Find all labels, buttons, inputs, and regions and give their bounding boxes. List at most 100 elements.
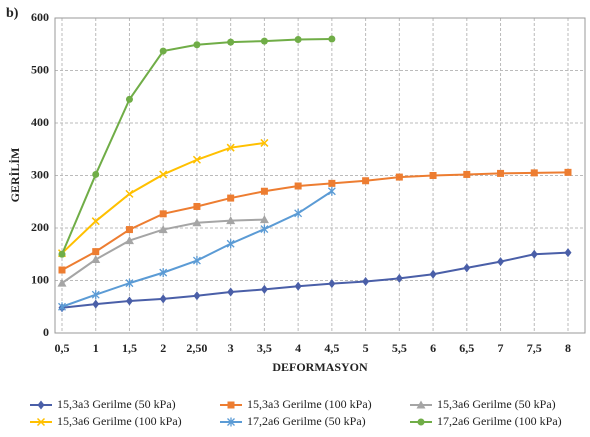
- y-tick-label: 500: [31, 62, 49, 76]
- y-tick-label: 0: [43, 325, 49, 339]
- x-axis-label: DEFORMASYON: [272, 360, 368, 374]
- y-tick-label: 600: [31, 10, 49, 24]
- marker: [260, 187, 268, 195]
- x-tick-label: 4,5: [324, 341, 339, 355]
- marker: [58, 302, 66, 312]
- x-tick-label: 3,5: [257, 341, 272, 355]
- marker: [192, 155, 201, 164]
- marker: [227, 401, 235, 409]
- marker: [294, 182, 302, 190]
- marker: [417, 418, 425, 426]
- marker: [260, 37, 268, 45]
- marker: [226, 216, 236, 225]
- marker: [125, 226, 133, 234]
- y-axis-label: GERİLİM: [8, 148, 22, 203]
- x-tick-label: 6: [430, 341, 436, 355]
- marker: [260, 224, 269, 234]
- marker: [362, 177, 370, 185]
- marker: [227, 287, 235, 297]
- marker: [416, 400, 426, 409]
- marker: [92, 299, 100, 309]
- marker: [294, 36, 302, 44]
- legend-label: 17,2a6 Gerilme (100 kPa): [437, 414, 562, 428]
- marker: [159, 170, 168, 179]
- legend-label: 15,3a3 Gerilme (100 kPa): [247, 397, 372, 411]
- x-tick-label: 3: [228, 341, 234, 355]
- x-tick-label: 2,50: [186, 341, 207, 355]
- x-tick-label: 5: [363, 341, 369, 355]
- marker: [395, 173, 403, 181]
- marker: [260, 138, 269, 147]
- marker: [497, 169, 505, 177]
- marker: [294, 208, 303, 218]
- marker: [227, 194, 235, 202]
- marker: [463, 263, 471, 273]
- x-tick-label: 1: [93, 341, 99, 355]
- x-tick-label: 6,5: [459, 341, 474, 355]
- marker: [395, 273, 403, 283]
- marker: [57, 278, 67, 287]
- marker: [159, 294, 167, 304]
- x-tick-label: 4: [295, 341, 301, 355]
- marker: [227, 38, 235, 46]
- marker: [37, 400, 45, 410]
- marker: [193, 202, 201, 210]
- x-tick-label: 8: [565, 341, 571, 355]
- marker: [564, 248, 572, 258]
- marker: [328, 279, 336, 289]
- marker: [463, 170, 471, 178]
- y-tick-label: 200: [31, 220, 49, 234]
- marker: [159, 47, 167, 55]
- marker: [226, 143, 235, 152]
- marker: [226, 239, 235, 249]
- series-line: [61, 171, 569, 271]
- x-tick-label: 7,5: [527, 341, 542, 355]
- panel-label: b): [6, 6, 19, 21]
- marker: [124, 236, 134, 245]
- marker: [91, 217, 100, 226]
- y-tick-label: 100: [31, 272, 49, 286]
- marker: [159, 268, 168, 278]
- x-tick-label: 7: [498, 341, 504, 355]
- legend-label: 15,3a6 Gerilme (50 kPa): [437, 397, 556, 411]
- marker: [158, 225, 168, 234]
- marker: [260, 284, 268, 294]
- y-tick-label: 300: [31, 167, 49, 181]
- x-tick-label: 2: [160, 341, 166, 355]
- marker: [92, 248, 100, 256]
- y-tick-label: 400: [31, 115, 49, 129]
- marker: [259, 215, 269, 224]
- legend-label: 17,2a6 Gerilme (50 kPa): [247, 414, 366, 428]
- marker: [192, 218, 202, 227]
- marker: [227, 417, 235, 427]
- marker: [125, 278, 134, 288]
- marker: [530, 169, 538, 177]
- marker: [429, 269, 437, 279]
- marker: [564, 168, 572, 176]
- marker: [58, 250, 66, 258]
- marker: [193, 291, 201, 301]
- marker: [125, 296, 133, 306]
- marker: [328, 35, 336, 43]
- series-line: [61, 251, 569, 309]
- marker: [328, 179, 336, 187]
- marker: [91, 290, 100, 300]
- marker: [193, 41, 201, 49]
- x-tick-label: 5,5: [392, 341, 407, 355]
- marker: [192, 256, 201, 266]
- marker: [327, 186, 336, 196]
- marker: [58, 266, 66, 274]
- marker: [91, 255, 101, 263]
- marker: [36, 417, 46, 427]
- x-tick-label: 0,5: [55, 341, 70, 355]
- marker: [92, 170, 100, 178]
- plot-border: [54, 17, 586, 334]
- marker: [497, 257, 505, 267]
- legend-label: 15,3a6 Gerilme (100 kPa): [57, 414, 182, 428]
- marker: [429, 172, 437, 179]
- marker: [159, 210, 167, 218]
- marker: [294, 281, 302, 291]
- legend-label: 15,3a3 Gerilme (50 kPa): [57, 397, 176, 411]
- marker: [530, 249, 538, 259]
